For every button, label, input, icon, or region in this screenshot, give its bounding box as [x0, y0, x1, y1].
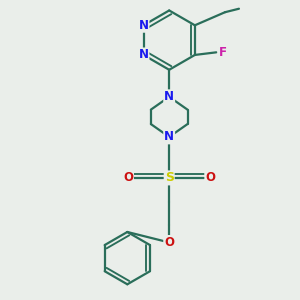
Text: N: N [164, 130, 174, 143]
Text: O: O [164, 236, 174, 249]
Text: N: N [139, 48, 148, 62]
Text: O: O [123, 171, 133, 184]
Text: S: S [165, 171, 174, 184]
Text: F: F [219, 46, 226, 59]
Text: N: N [139, 19, 148, 32]
Text: N: N [164, 90, 174, 103]
Text: O: O [205, 171, 215, 184]
